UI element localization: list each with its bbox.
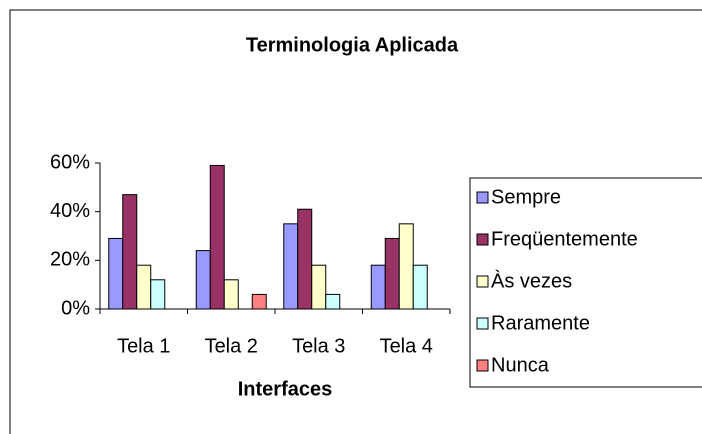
bar	[150, 279, 166, 310]
legend-label: Freqüentemente	[491, 228, 638, 250]
bar	[136, 264, 152, 310]
bar	[311, 264, 327, 310]
y-tick-label: 0%	[61, 297, 90, 319]
legend-label: Raramente	[491, 312, 590, 334]
y-tick-label: 60%	[50, 151, 90, 173]
x-tick-label: Tela 4	[380, 335, 433, 357]
bar	[195, 250, 211, 310]
y-tick-label: 20%	[50, 249, 90, 271]
legend-swatch	[476, 275, 489, 288]
x-tick-label: Tela 1	[117, 335, 170, 357]
legend-label: Nunca	[491, 354, 550, 376]
bar	[370, 264, 386, 310]
x-axis-label: Interfaces	[238, 378, 333, 400]
bar	[384, 237, 400, 310]
bar	[398, 223, 414, 310]
legend-label: Sempre	[491, 186, 561, 208]
legend-swatch	[476, 233, 489, 246]
bar	[223, 279, 239, 310]
bar	[209, 164, 225, 310]
x-tick-label: Tela 2	[205, 335, 258, 357]
legend-swatch	[476, 359, 489, 372]
legend-swatch	[476, 191, 489, 204]
bar	[283, 223, 299, 310]
bar	[325, 293, 341, 310]
bar	[108, 237, 124, 310]
bar	[297, 208, 313, 310]
x-tick-label: Tela 3	[292, 335, 345, 357]
bar	[412, 264, 428, 310]
legend-label: Às vezes	[491, 269, 572, 292]
legend-box	[469, 177, 702, 388]
bar	[122, 194, 138, 310]
chart-title: Terminologia Aplicada	[246, 34, 459, 56]
y-tick-label: 40%	[50, 200, 90, 222]
legend-swatch	[476, 317, 489, 330]
bar	[251, 293, 267, 310]
